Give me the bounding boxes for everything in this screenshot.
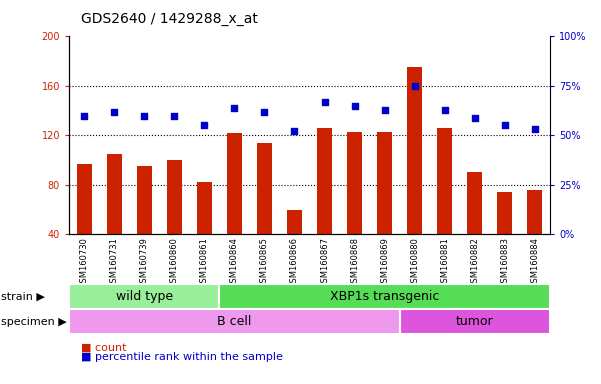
Bar: [347, 132, 362, 234]
Point: [350, 103, 359, 109]
Text: ■ count: ■ count: [81, 343, 127, 353]
Point: [230, 104, 239, 111]
Text: specimen ▶: specimen ▶: [1, 316, 67, 327]
Point: [260, 109, 269, 115]
Bar: [77, 164, 92, 234]
Point: [139, 113, 149, 119]
Bar: [167, 160, 182, 234]
Bar: [438, 128, 453, 234]
Point: [410, 83, 419, 89]
Text: wild type: wild type: [115, 290, 173, 303]
Bar: [197, 182, 212, 234]
Point: [470, 114, 480, 121]
Text: tumor: tumor: [456, 315, 493, 328]
Point: [169, 113, 179, 119]
Bar: [468, 172, 482, 234]
Bar: [137, 166, 152, 234]
Text: strain ▶: strain ▶: [1, 291, 45, 302]
Text: XBP1s transgenic: XBP1s transgenic: [330, 290, 439, 303]
Point: [440, 107, 450, 113]
Bar: [377, 132, 392, 234]
Bar: [317, 128, 332, 234]
Bar: [528, 190, 543, 234]
Bar: [287, 210, 302, 234]
Point: [290, 128, 299, 134]
Point: [320, 99, 329, 105]
Bar: [498, 192, 513, 234]
Text: ■ percentile rank within the sample: ■ percentile rank within the sample: [81, 352, 283, 362]
Bar: [107, 154, 122, 234]
Point: [109, 109, 119, 115]
Point: [200, 122, 209, 129]
Text: B cell: B cell: [217, 315, 252, 328]
Point: [500, 122, 510, 129]
Point: [79, 113, 89, 119]
Bar: [257, 143, 272, 234]
Bar: [407, 67, 422, 234]
Text: GDS2640 / 1429288_x_at: GDS2640 / 1429288_x_at: [81, 12, 258, 25]
Bar: [227, 133, 242, 234]
Point: [380, 107, 389, 113]
Point: [530, 126, 540, 132]
